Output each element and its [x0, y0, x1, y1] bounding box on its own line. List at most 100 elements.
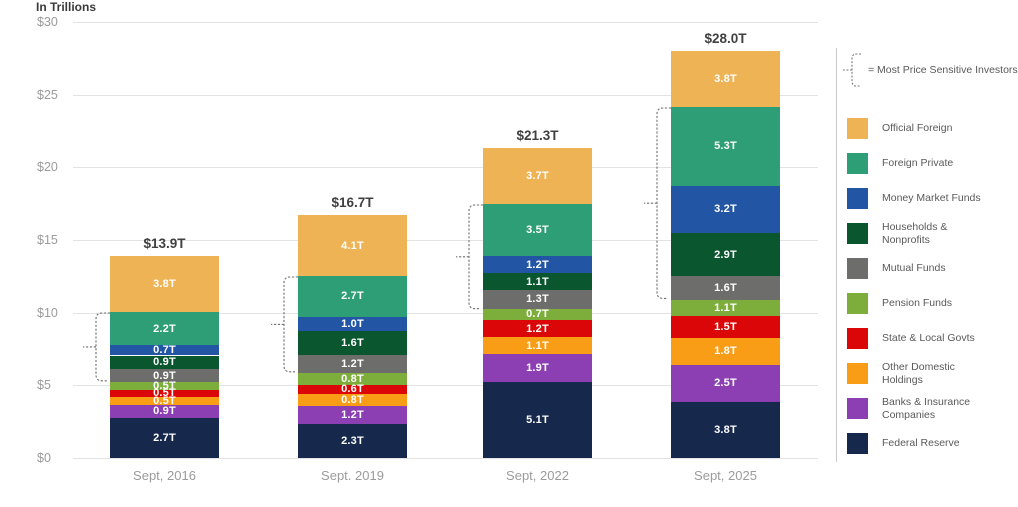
bar-segment: 2.5T — [671, 364, 780, 402]
bar-total-label: $21.3T — [516, 128, 559, 144]
bar-segment: 2.9T — [671, 233, 780, 276]
legend-item-label: Official Foreign — [882, 122, 953, 134]
bar-segment: 2.7T — [298, 276, 407, 317]
legend-item: Mutual Funds — [847, 258, 946, 279]
bar-segment: 0.9T — [110, 404, 219, 418]
bar-segment-label: 1.6T — [341, 337, 364, 350]
bar-segment-label: 4.1T — [341, 239, 364, 252]
bar-segment-label: 2.3T — [341, 434, 364, 447]
price-sensitive-bracket — [80, 312, 110, 382]
bar-segment: 1.1T — [483, 273, 592, 290]
bar-segment-label: 1.6T — [714, 281, 737, 294]
gridline — [73, 167, 818, 169]
legend-item-label: Other Domestic Holdings — [882, 360, 955, 386]
bar-segment-label: 1.1T — [714, 301, 737, 314]
bar-segment-label: 2.7T — [341, 290, 364, 303]
bar-segment-label: 1.2T — [341, 358, 364, 371]
bar-segment: 1.6T — [671, 275, 780, 300]
gridline — [73, 458, 818, 459]
bar-segment-label: 2.7T — [153, 431, 176, 444]
price-sensitive-annotation-label: = Most Price Sensitive Investors — [868, 64, 1018, 76]
bar-total-label: $13.9T — [143, 235, 186, 251]
stacked-bar: 3.8T 5.3T 3.2T 2.9T 1.6T 1.1T 1.5T 1.8T 2.5T 3.8T — [671, 51, 780, 458]
bar-segment-label: 0.9T — [153, 405, 176, 418]
y-axis-tick-label: $30 — [37, 15, 58, 29]
bar-total-label: $16.7T — [331, 195, 374, 211]
legend-swatch — [847, 433, 868, 454]
bar-segment-label: 0.6T — [341, 383, 364, 396]
bar-segment-label: 1.1T — [526, 339, 549, 352]
legend-item: State & Local Govts — [847, 328, 975, 349]
legend-swatch — [847, 328, 868, 349]
bar-segment-label: 1.8T — [714, 345, 737, 358]
legend-swatch — [847, 258, 868, 279]
legend-item-label: Money Market Funds — [882, 192, 981, 204]
y-axis-tick-label: $0 — [37, 451, 51, 465]
bar-segment: 2.7T — [110, 417, 219, 458]
bar-segment: 0.8T — [298, 394, 407, 406]
legend-item: Banks & Insurance Companies — [847, 395, 971, 421]
bar-segment-label: 3.2T — [714, 203, 737, 216]
legend-item: Federal Reserve — [847, 433, 960, 454]
bar-segment: 1.1T — [671, 299, 780, 316]
bar-segment: 0.8T — [298, 373, 407, 385]
bar-segment: 1.2T — [483, 255, 592, 274]
bar-segment: 1.6T — [298, 331, 407, 356]
bar-segment: 3.8T — [671, 51, 780, 108]
legend-item: Money Market Funds — [847, 188, 981, 209]
legend-item: Other Domestic Holdings — [847, 360, 955, 386]
bar-segment-label: 0.8T — [341, 393, 364, 406]
legend-item-label: Mutual Funds — [882, 262, 946, 274]
gridline — [73, 385, 818, 387]
legend-item-label: Foreign Private — [882, 157, 954, 169]
bar-segment-label: 0.8T — [341, 373, 364, 386]
bar-segment: 0.9T — [110, 368, 219, 383]
legend-item: Households & Nonprofits — [847, 221, 947, 246]
x-axis-tick-label: Sept. 2019 — [321, 468, 384, 483]
legend-swatch — [847, 293, 868, 314]
bar-segment: 0.9T — [110, 355, 219, 369]
bar-segment: 0.5T — [110, 394, 219, 407]
brace-icon — [842, 53, 861, 87]
legend-item: Pension Funds — [847, 293, 952, 314]
x-axis-tick-label: Sept, 2022 — [506, 468, 569, 483]
y-axis-tick-label: $15 — [37, 233, 58, 247]
bar-segment-label: 1.5T — [714, 321, 737, 334]
legend-item-label: Pension Funds — [882, 297, 953, 309]
price-sensitive-bracket — [453, 203, 483, 310]
legend-item: Foreign Private — [847, 153, 953, 174]
stacked-bar: 3.7T 3.5T 1.2T 1.1T 1.3T 0.7T 1.2T 1.1T 1.9T 5.1T — [483, 148, 592, 458]
bar-segment: 1.0T — [298, 316, 407, 332]
bar-segment-label: 1.1T — [526, 275, 549, 288]
stacked-bar: 3.8T 2.2T 0.7T 0.9T 0.9T 0.5T 0.5T 0.5T 0.9T 2.7T — [110, 255, 219, 458]
y-axis-tick-label: $10 — [37, 305, 58, 320]
legend-swatch — [847, 398, 868, 419]
bar-segment: 3.7T — [483, 148, 592, 204]
brace-icon — [83, 312, 110, 382]
bar-segment-label: 2.9T — [714, 248, 737, 261]
price-sensitive-annotation: = Most Price Sensitive Investors — [841, 52, 1018, 88]
bar-segment-label: 3.7T — [526, 169, 549, 182]
legend-swatch — [847, 363, 868, 384]
bar-segment-label: 0.7T — [526, 308, 549, 321]
y-axis-tick-label: $20 — [37, 160, 58, 175]
y-axis-tick-label: $25 — [37, 87, 58, 102]
bar-segment: 3.8T — [110, 255, 219, 313]
legend-item-label: Banks & Insurance Companies — [882, 395, 971, 421]
brace-icon — [644, 107, 671, 300]
bar-segment: 2.2T — [110, 312, 219, 346]
bar-segment-label: 1.2T — [341, 408, 364, 421]
bar-segment: 1.5T — [671, 315, 780, 339]
stacked-bar: 4.1T 2.7T 1.0T 1.6T 1.2T 0.8T 0.6T 0.8T 1.2T 2.3T — [298, 215, 407, 458]
gridline — [73, 312, 818, 314]
bar-segment-label: 0.9T — [153, 356, 176, 369]
bar-segment-label: 1.0T — [341, 317, 364, 330]
bar-segment: 1.2T — [483, 319, 592, 338]
legend-swatch — [847, 118, 868, 139]
bar-segment-label: 0.5T — [153, 394, 176, 407]
bar-segment-label: 2.5T — [714, 377, 737, 390]
bar-segment-label: 3.8T — [714, 423, 737, 436]
brace-icon — [271, 276, 298, 373]
legend-swatch — [847, 223, 868, 244]
bar-segment-label: 0.9T — [153, 369, 176, 382]
